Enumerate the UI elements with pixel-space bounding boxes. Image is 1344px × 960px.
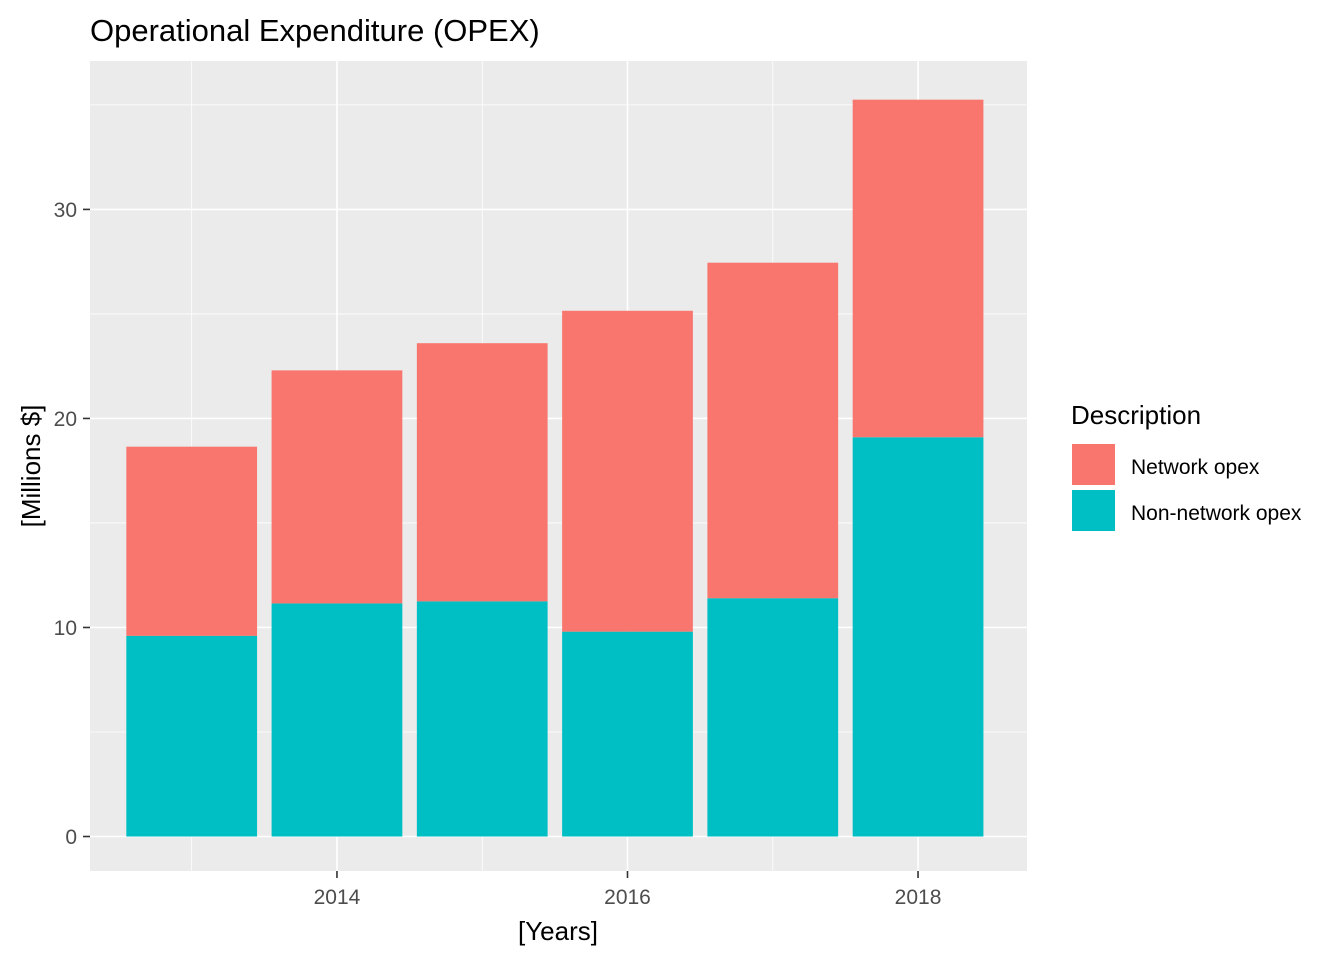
bar-non-network-opex-2015 (416, 601, 548, 837)
bar-network-opex-2018 (852, 99, 984, 438)
x-tick-label: 2016 (604, 886, 651, 909)
y-axis-title: [Millions $] (16, 405, 46, 528)
bar-network-opex-2015 (416, 343, 548, 602)
bar-network-opex-2017 (707, 262, 839, 599)
y-tick-label: 0 (65, 826, 77, 849)
legend-label-non-network-opex: Non-network opex (1131, 502, 1302, 525)
y-tick-label: 30 (54, 199, 77, 222)
legend: Description Network opex Non-network ope… (1071, 400, 1302, 531)
bar-non-network-opex-2013 (126, 635, 258, 837)
x-tick-label: 2018 (895, 886, 942, 909)
bar-network-opex-2013 (126, 446, 258, 636)
chart-title: Operational Expenditure (OPEX) (90, 13, 540, 48)
bar-network-opex-2014 (271, 370, 403, 604)
legend-key-non-network-opex (1072, 490, 1115, 531)
bar-non-network-opex-2017 (707, 598, 839, 837)
bar-non-network-opex-2014 (271, 603, 403, 837)
legend-title: Description (1071, 400, 1201, 430)
y-tick-label: 10 (54, 617, 77, 640)
x-axis: 2014 2016 2018 (314, 871, 942, 909)
x-tick-label: 2014 (314, 886, 361, 909)
bar-non-network-opex-2018 (852, 437, 984, 837)
bars (126, 99, 984, 837)
legend-label-network-opex: Network opex (1131, 456, 1260, 479)
legend-key-network-opex (1072, 444, 1115, 485)
bar-non-network-opex-2016 (562, 631, 693, 837)
y-axis: 0 10 20 30 (54, 199, 90, 849)
y-tick-label: 20 (54, 408, 77, 431)
bar-network-opex-2016 (562, 310, 693, 632)
x-axis-title: [Years] (518, 916, 598, 946)
